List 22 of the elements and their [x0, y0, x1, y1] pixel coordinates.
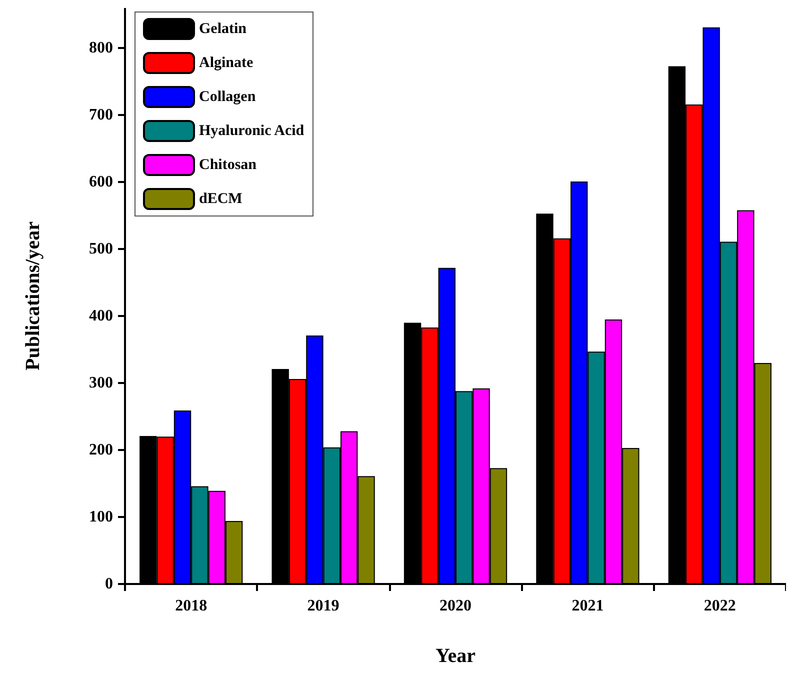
- legend-label: Gelatin: [199, 21, 248, 37]
- x-tick-label: 2018: [175, 598, 208, 614]
- x-tick-label: 2021: [572, 598, 604, 614]
- y-tick-label: 0: [105, 576, 113, 592]
- legend-label: Alginate: [199, 55, 254, 71]
- legend-label: Collagen: [199, 89, 256, 105]
- legend-label: Chitosan: [199, 157, 258, 173]
- y-tick-label: 100: [89, 508, 113, 526]
- legend-label: dECM: [199, 191, 242, 207]
- y-axis-title: Publications/year: [22, 221, 44, 370]
- y-tick-label: 800: [89, 40, 113, 57]
- y-tick-label: 200: [89, 442, 113, 459]
- x-tick-label: 2022: [704, 598, 736, 614]
- x-tick-label: 2020: [440, 598, 472, 614]
- y-tick-label: 700: [89, 106, 113, 124]
- legend-label: Hyaluronic Acid: [199, 123, 305, 139]
- x-axis-title: Year: [436, 645, 476, 667]
- x-tick-label: 2019: [307, 598, 340, 614]
- y-tick-label: 300: [89, 374, 113, 392]
- y-tick-label: 500: [89, 240, 113, 258]
- y-tick-label: 600: [89, 174, 113, 191]
- y-tick-label: 400: [89, 308, 113, 325]
